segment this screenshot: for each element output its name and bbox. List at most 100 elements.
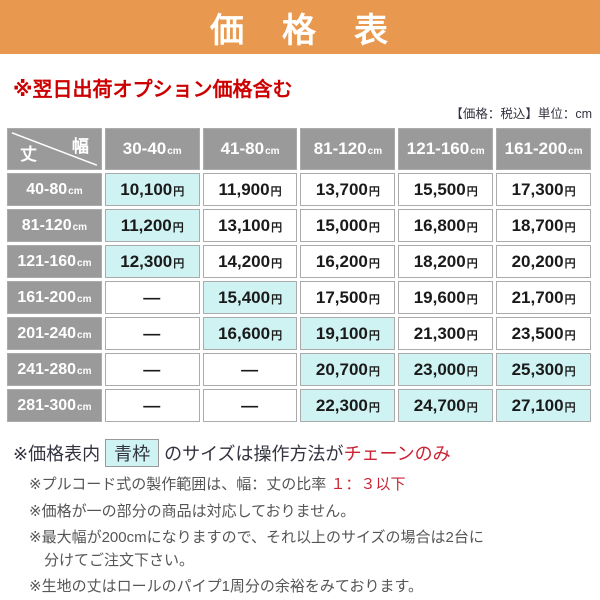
unit-label: cm [77,401,92,413]
yen-label: 円 [172,221,184,234]
price-value: 18,200 [413,251,466,271]
price-cell: 20,200円 [496,245,591,278]
yen-label: 円 [271,221,283,234]
price-cell: 18,700円 [496,209,591,242]
yen-label: 円 [368,221,380,234]
price-value: 12,300 [120,251,173,271]
yen-label: 円 [271,293,283,306]
row-range: 161-200 [17,288,77,306]
legend-prefix: ※価格表内 [13,444,101,464]
price-value: 16,800 [413,215,466,235]
price-cell: 21,300円 [398,317,494,350]
unit-label: cm [77,365,92,377]
column-range: 41-80 [220,139,265,158]
yen-label: 円 [564,185,576,198]
note-pullcord-text: ※プルコード式の製作範囲は、幅：丈の比率 [29,476,331,493]
unit-label: cm [367,146,383,157]
yen-label: 円 [564,221,576,234]
yen-label: 円 [564,365,576,378]
price-value: — [143,287,161,307]
legend-middle: のサイズは操作方法が [164,444,344,464]
unit-label: cm [167,146,182,157]
price-cell: 20,700円 [300,353,396,386]
price-value: 23,000 [413,359,466,379]
blue-frame-chip: 青枠 [105,439,160,467]
yen-label: 円 [564,293,576,306]
price-value: 10,100 [120,179,173,199]
column-header: 81-120cm [300,128,396,170]
yen-label: 円 [368,365,380,378]
row-range: 201-240 [17,324,77,342]
price-cell: 16,600円 [202,317,298,350]
width-axis-label: 幅 [71,137,89,156]
yen-label: 円 [368,293,380,306]
price-cell: — [202,389,298,422]
yen-label: 円 [466,365,478,378]
price-cell: 17,300円 [496,173,591,206]
row-header: 241-280cm [7,353,102,386]
price-value: 11,900 [218,179,270,199]
page-title: 価 格 表 [210,11,390,50]
yen-label: 円 [466,329,478,342]
price-cell: 13,100円 [202,209,298,242]
yen-label: 円 [271,329,283,342]
price-cell: 10,100円 [104,173,200,206]
price-value: 20,200 [511,251,564,271]
price-value: 21,700 [511,287,564,307]
price-cell: 11,900円 [202,173,298,206]
price-value: — [143,359,161,379]
price-value: 16,600 [218,323,271,343]
row-header: 201-240cm [7,317,102,350]
unit-label: cm [77,257,92,269]
yen-label: 円 [564,257,576,270]
price-cell: 19,100円 [300,317,396,350]
yen-label: 円 [270,185,282,198]
price-cell: 18,200円 [398,245,494,278]
price-value: 24,700 [413,395,466,415]
row-header: 81-120cm [7,209,102,242]
length-axis-label: 丈 [20,145,37,164]
row-range: 281-300 [17,396,77,414]
price-cell: 25,300円 [496,353,591,386]
price-value: 17,300 [511,179,564,199]
price-value: 25,300 [511,359,564,379]
table-row: 201-240cm — 16,600円 19,100円 21,300円 23,5… [7,317,591,350]
price-value: — [241,359,259,379]
yen-label: 円 [368,257,380,270]
price-value: 18,700 [511,215,564,235]
column-range: 81-120 [313,139,367,158]
table-row: 161-200cm — 15,400円 17,500円 19,600円 21,7… [7,281,591,314]
price-value: 23,500 [511,323,564,343]
row-header: 161-200cm [7,281,102,314]
table-row: 81-120cm 11,200円 13,100円 15,000円 16,800円… [7,209,591,242]
price-value: — [241,395,259,415]
yen-label: 円 [173,257,185,270]
ratio-limit-text: １：３以下 [330,476,406,493]
price-value: 21,300 [413,323,466,343]
price-cell: 22,300円 [300,389,396,422]
unit-label: cm [77,293,92,305]
unit-label: cm [77,329,92,341]
row-range: 81-120 [21,216,72,234]
column-header: 30-40cm [104,128,200,170]
price-value: 15,500 [413,179,466,199]
price-value: 14,200 [218,251,271,271]
legend-note: ※価格表内 青枠 のサイズは操作方法がチェーンのみ [13,439,600,467]
row-range: 121-160 [17,252,77,270]
price-value: 15,000 [315,215,368,235]
table-row: 40-80cm 10,100円 11,900円 13,700円 15,500円 … [7,173,591,206]
price-cell: 21,700円 [496,281,591,314]
price-cell: 17,500円 [300,281,396,314]
table-row: 241-280cm — — 20,700円 23,000円 25,300円 [7,353,591,386]
notes-list: ※プルコード式の製作範囲は、幅：丈の比率 １：３以下 ※価格が一の部分の商品は対… [29,474,590,599]
next-day-shipping-note: ※翌日出荷オプション価格含む [13,79,293,101]
row-header: 40-80cm [7,173,102,206]
yen-label: 円 [564,329,576,342]
column-range: 30-40 [122,139,167,158]
note-maxwidth-line2: 分けてご注文下さい。 [44,551,195,569]
price-value: 16,200 [315,251,368,271]
price-cell: 27,100円 [496,389,591,422]
price-cell: 16,800円 [398,209,494,242]
column-header: 161-200cm [496,128,591,170]
price-cell: 16,200円 [300,245,396,278]
